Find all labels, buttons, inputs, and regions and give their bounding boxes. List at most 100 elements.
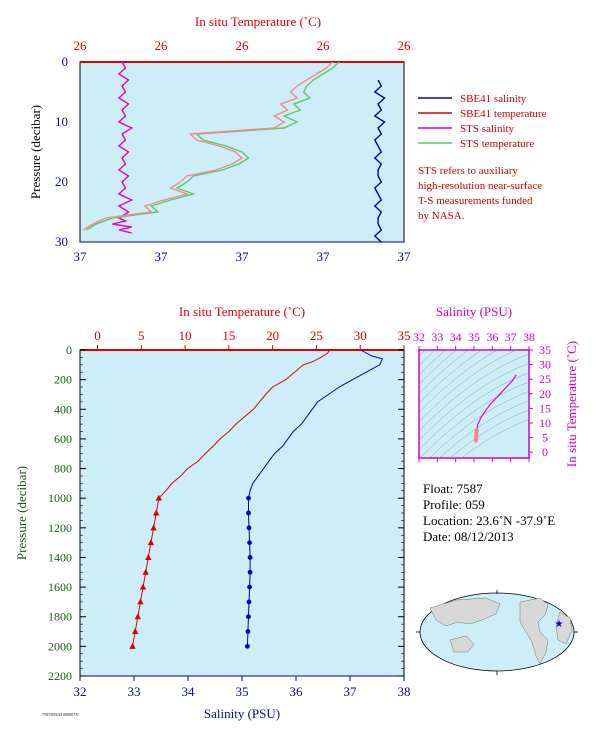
temperature-tick-label: 20 — [266, 328, 279, 343]
salinity-marker — [246, 599, 252, 605]
top-panel-temperature-ticks: 26 26 26 26 26 — [74, 38, 412, 53]
main-salinity-title: Salinity (PSU) — [204, 706, 280, 721]
isopycnal-line — [419, 353, 529, 432]
temperature-marker — [131, 628, 139, 635]
ts-isopycnals — [419, 350, 529, 458]
isopycnal-line — [419, 350, 498, 413]
salinity-tick-label: 37 — [344, 684, 358, 699]
salinity-tick-label: 37 — [317, 249, 331, 264]
main-series — [129, 349, 384, 649]
ts-salinity-tick-label: 37 — [505, 330, 517, 344]
ts-salinity-tick-label: 36 — [486, 330, 498, 344]
salinity-tick-label: 36 — [290, 684, 304, 699]
ts-salinity-ticks: 32 33 34 35 36 37 38 — [413, 330, 535, 462]
top-series-line — [373, 79, 386, 243]
map-land-africa — [555, 611, 573, 645]
pressure-tick-label: 1200 — [48, 521, 72, 535]
salinity-marker — [247, 540, 252, 546]
temperature-tick-label: 5 — [138, 328, 145, 343]
salinity-tick-label: 37 — [236, 249, 250, 264]
main-panel: In situ Temperature (˚C) 0 5 10 15 20 25 30 35 … — [14, 304, 411, 721]
temperature-profile-line — [132, 349, 331, 647]
isopycnal-line — [419, 350, 517, 422]
ts-salinity-tick-label: 32 — [413, 330, 425, 344]
sts-note: STS refers to auxiliary high-resolution … — [418, 165, 542, 222]
isopycnal-line — [419, 363, 529, 441]
ts-temperature-title: In situ Temperature (˚C) — [564, 341, 579, 467]
salinity-marker — [245, 629, 251, 634]
temperature-tick-label: 30 — [354, 328, 367, 343]
main-plot-area — [79, 349, 405, 677]
footer-code: 7587/059/45 000007/0 — [42, 712, 78, 717]
ts-temperature-tick-label: 25 — [539, 372, 551, 386]
temperature-marker — [137, 598, 144, 605]
isopycnal-line — [429, 391, 529, 458]
isopycnal-line — [419, 350, 483, 404]
pressure-tick-label: 800 — [54, 462, 72, 476]
temperature-tick-label: 25 — [310, 328, 323, 343]
temperature-tick-label: 26 — [317, 38, 331, 53]
isopycnal-line — [419, 350, 457, 385]
temperature-tick-label: 26 — [74, 38, 88, 53]
float-id: Float: 7587 — [423, 481, 483, 496]
top-panel: In situ Temperature (˚C) 26 26 26 26 26 … — [28, 14, 547, 264]
location: Location: 23.6˚N -37.9˚E — [423, 513, 555, 528]
pressure-tick-label: 200 — [54, 373, 72, 387]
main-temperature-ticks: 0 5 10 15 20 25 30 35 — [94, 328, 411, 350]
ts-deep-marker — [473, 438, 479, 443]
salinity-tick-label: 34 — [182, 684, 196, 699]
temperature-tick-label: 15 — [222, 328, 235, 343]
main-pressure-title: Pressure (decibar) — [14, 466, 29, 560]
isopycnal-line — [419, 350, 446, 376]
pressure-tick-label: 1400 — [48, 550, 72, 564]
salinity-marker — [246, 525, 252, 531]
isopycnal-line — [419, 381, 529, 458]
salinity-marker — [247, 555, 253, 560]
top-series-line — [82, 61, 334, 231]
pressure-tick-label: 10 — [55, 114, 68, 129]
isopycnal-line — [419, 350, 469, 394]
temperature-marker — [152, 509, 160, 516]
profile-id: Profile: 059 — [423, 497, 485, 512]
temperature-tick-label: 0 — [94, 328, 101, 343]
sts-note-line: T-S measurements funded — [418, 195, 533, 207]
map-land-americas — [519, 597, 549, 665]
main-temperature-title: In situ Temperature (˚C) — [179, 304, 305, 319]
top-panel-series — [82, 61, 386, 243]
world-map: ★ — [416, 590, 578, 675]
ts-temperature-tick-label: 15 — [539, 401, 551, 415]
top-panel-salinity-ticks: 37 37 37 37 37 — [74, 249, 412, 264]
salinity-marker — [246, 510, 251, 516]
ts-plot-area — [418, 349, 530, 459]
salinity-marker — [247, 569, 253, 575]
ts-temperature-tick-label: 0 — [542, 445, 548, 459]
salinity-marker — [247, 584, 252, 590]
sts-note-line: by NASA. — [418, 210, 465, 222]
temperature-tick-label: 26 — [398, 38, 412, 53]
salinity-tick-label: 37 — [155, 249, 169, 264]
pressure-tick-label: 20 — [55, 174, 68, 189]
top-panel-pressure-title: Pressure (decibar) — [28, 105, 43, 199]
salinity-tick-label: 32 — [74, 684, 87, 699]
date: Date: 08/12/2013 — [423, 529, 514, 544]
salinity-tick-label: 38 — [398, 684, 411, 699]
salinity-tick-label: 33 — [128, 684, 141, 699]
sts-note-line: STS refers to auxiliary — [418, 165, 518, 177]
ts-salinity-tick-label: 34 — [450, 330, 462, 344]
salinity-tick-label: 37 — [74, 249, 88, 264]
legend-label: SBE41 temperature — [460, 108, 547, 120]
temperature-marker — [139, 583, 147, 590]
salinity-marker — [246, 614, 251, 620]
pressure-tick-label: 1800 — [48, 610, 72, 624]
ts-temperature-tick-label: 10 — [539, 416, 551, 430]
float-info: Float: 7587 Profile: 059 Location: 23.6˚… — [423, 481, 555, 544]
temperature-marker — [147, 539, 155, 546]
float-location-star-icon: ★ — [555, 619, 564, 630]
isopycnal-line — [419, 372, 529, 450]
temperature-marker — [145, 553, 152, 560]
isopycnal-line — [461, 419, 529, 458]
ts-salinity-tick-label: 35 — [468, 330, 480, 344]
isopycnal-line — [439, 400, 529, 458]
